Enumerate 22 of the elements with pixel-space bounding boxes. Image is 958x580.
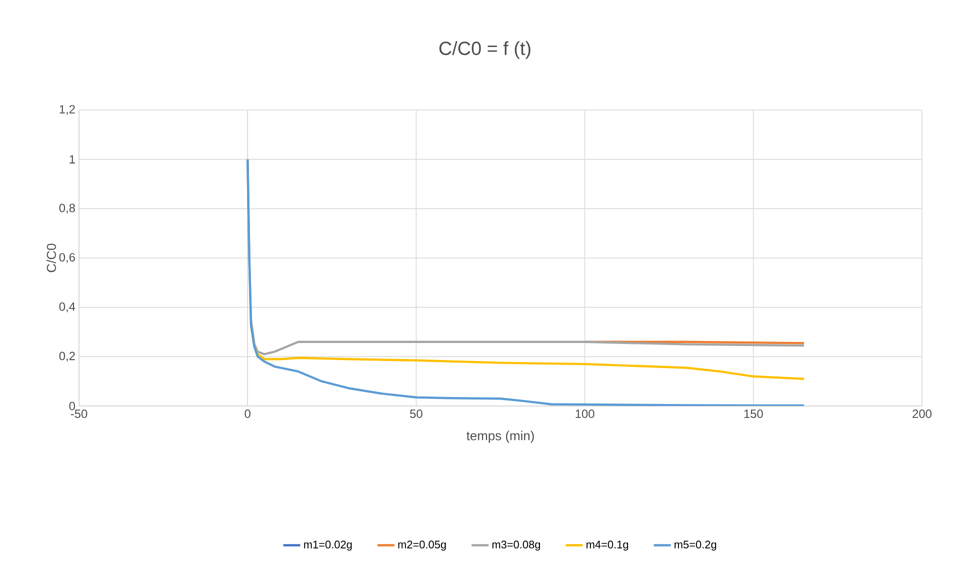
chart-title: C/C0 = f (t) bbox=[439, 41, 530, 59]
line-series bbox=[246, 158, 806, 406]
legend-label: m4=0.1g bbox=[586, 540, 628, 551]
legend-label: m2=0.05g bbox=[398, 540, 446, 551]
y-tick-label: 0,2 bbox=[59, 352, 75, 362]
y-tick-label: 1,2 bbox=[60, 105, 75, 115]
y-tick-label: 0,6 bbox=[59, 253, 75, 263]
x-axis-title: temps (min) bbox=[466, 430, 534, 443]
legend-label: m1=0.02g bbox=[304, 540, 352, 551]
y-tick-label: 0 bbox=[69, 402, 76, 410]
x-tick-label: 50 bbox=[410, 410, 422, 418]
x-tick-label: 150 bbox=[744, 410, 763, 418]
x-tick-label: 200 bbox=[912, 410, 932, 418]
y-tick-label: 0,8 bbox=[59, 204, 75, 214]
x-tick-label: 100 bbox=[576, 410, 594, 418]
legend-label: m5=0.2g bbox=[674, 540, 716, 551]
x-tick-label: 0 bbox=[244, 410, 250, 418]
legend-label: m3=0.08g bbox=[492, 540, 540, 551]
x-tick-label: -50 bbox=[70, 410, 88, 418]
y-tick-label: 1 bbox=[70, 155, 75, 164]
y-tick-label: 0,4 bbox=[59, 302, 76, 312]
y-axis-title: C/C0 bbox=[46, 244, 56, 272]
